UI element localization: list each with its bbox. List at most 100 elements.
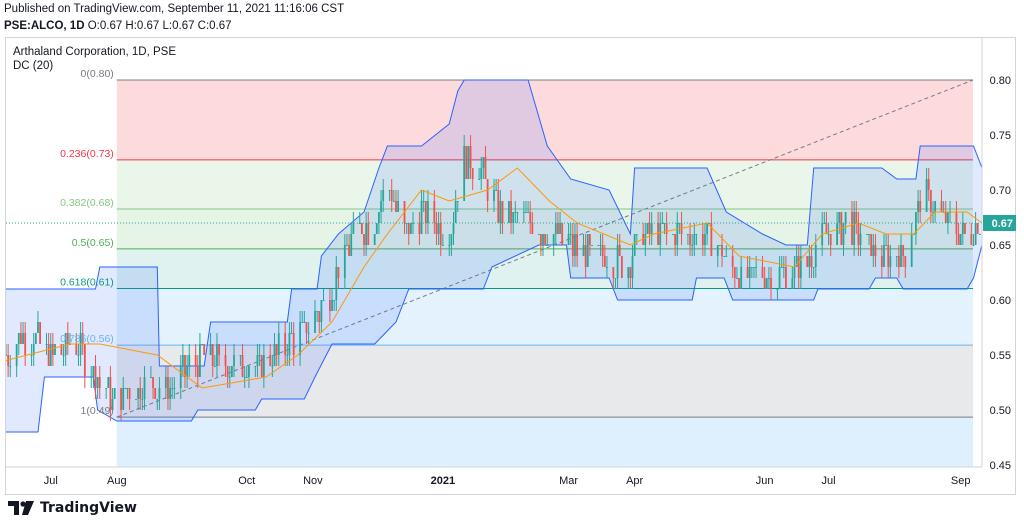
x-tick-label: 2021	[431, 475, 455, 487]
y-tick-label: 0.60	[990, 295, 1011, 307]
candle-body	[343, 245, 346, 278]
candle-body	[348, 245, 350, 256]
candle-body	[224, 355, 227, 366]
candle-body	[499, 201, 502, 223]
candle-body	[6, 355, 7, 356]
candle-body	[522, 212, 525, 213]
candle-body	[704, 234, 706, 245]
tradingview-logo[interactable]: TradingView	[8, 500, 137, 516]
candle-body	[314, 311, 316, 333]
candle-body	[463, 146, 466, 201]
candle-body	[661, 223, 664, 224]
candle-body	[599, 245, 602, 246]
candle-body	[597, 245, 600, 246]
donchian-fill	[6, 80, 982, 432]
brand-name: TradingView	[40, 500, 137, 516]
candle-body	[141, 399, 144, 400]
candle-body	[98, 377, 101, 388]
candle-body	[889, 256, 892, 267]
candle-body	[380, 201, 382, 212]
candle-body	[870, 234, 873, 256]
candle-body	[66, 333, 69, 344]
candle-body	[435, 223, 438, 234]
candle-body	[525, 212, 527, 213]
candle-body	[672, 234, 674, 235]
candle-body	[750, 267, 753, 268]
fib-label: 1(0.49)	[81, 405, 114, 417]
candle-body	[978, 234, 981, 235]
candle-body	[169, 388, 171, 399]
candle-body	[478, 179, 480, 180]
x-tick-label: Jun	[756, 475, 774, 487]
candle-body	[546, 245, 549, 246]
candle-body	[554, 223, 557, 234]
fib-band	[116, 288, 973, 346]
candle-body	[806, 256, 809, 267]
candle-body	[22, 333, 24, 344]
candle-body	[731, 256, 734, 267]
candle-body	[859, 234, 862, 245]
x-tick-label: Oct	[238, 475, 255, 487]
candle-body	[676, 223, 679, 245]
candle-body	[465, 146, 468, 179]
candle-body	[531, 223, 534, 234]
candle-body	[544, 234, 547, 245]
x-tick-label: Sep	[951, 475, 971, 487]
candle-body	[663, 223, 666, 224]
candle-body	[539, 234, 542, 245]
candle-body	[510, 201, 512, 223]
candle-body	[226, 366, 229, 377]
candle-body	[365, 223, 368, 245]
candle-body	[331, 300, 333, 311]
candle-body	[576, 234, 579, 256]
candle-body	[778, 267, 781, 289]
candle-body	[196, 366, 199, 377]
candle-body	[976, 223, 979, 234]
candle-body	[799, 256, 802, 278]
candle-body	[243, 377, 246, 378]
candle-body	[552, 234, 555, 245]
candle-body	[303, 322, 306, 323]
candle-body	[81, 333, 84, 344]
candle-body	[542, 234, 544, 245]
candle-body	[307, 333, 310, 334]
candle-body	[30, 355, 33, 356]
candle-body	[271, 366, 274, 367]
candle-body	[194, 355, 197, 366]
candle-body	[665, 223, 668, 234]
candle-body	[829, 234, 832, 245]
ohlc-values: O:0.67 H:0.67 L:0.67 C:0.67	[87, 20, 232, 32]
candle-body	[974, 223, 977, 245]
candle-body	[569, 234, 572, 235]
candle-body	[482, 157, 485, 168]
candle-body	[501, 201, 504, 223]
candle-body	[484, 157, 487, 179]
candle-body	[842, 223, 845, 245]
candle-body	[797, 256, 800, 278]
candle-body	[612, 267, 615, 278]
candle-body	[254, 366, 257, 367]
candle-body	[363, 234, 365, 245]
y-tick-label: 0.80	[990, 75, 1011, 87]
candle-body	[620, 256, 623, 278]
candle-body	[245, 377, 248, 378]
chart-frame[interactable]	[5, 37, 1016, 495]
candle-body	[919, 201, 922, 212]
candle-body	[352, 223, 355, 234]
candle-body	[957, 234, 960, 245]
candle-body	[874, 245, 877, 256]
candle-body	[770, 278, 772, 289]
candle-body	[972, 245, 975, 246]
candle-body	[120, 388, 122, 410]
candle-body	[961, 223, 964, 234]
candle-body	[277, 333, 280, 355]
candle-body	[301, 322, 304, 323]
candle-body	[855, 212, 858, 223]
last-price-label: 0.67	[992, 218, 1013, 230]
x-tick-label: Nov	[303, 475, 323, 487]
candle-body	[574, 234, 576, 256]
candle-body	[897, 256, 900, 267]
candle-body	[767, 278, 770, 279]
candle-body	[469, 146, 472, 168]
